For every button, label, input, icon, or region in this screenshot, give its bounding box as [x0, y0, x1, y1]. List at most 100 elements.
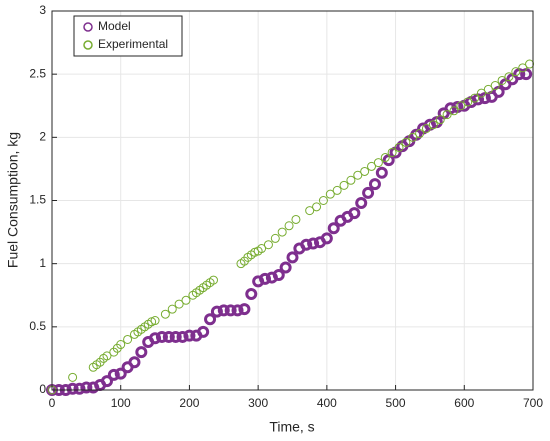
x-tick-label: 100 — [111, 396, 131, 410]
data-point — [442, 110, 452, 120]
data-point — [114, 367, 127, 380]
data-point — [102, 351, 112, 361]
x-tick-label: 400 — [317, 396, 337, 410]
data-point — [107, 368, 120, 381]
data-point — [504, 72, 514, 82]
data-point — [135, 346, 148, 359]
data-point — [373, 158, 383, 168]
data-point — [463, 97, 473, 107]
data-point — [181, 295, 191, 305]
data-point — [208, 275, 218, 285]
data-point — [279, 261, 292, 274]
data-point — [497, 75, 507, 85]
data-point — [174, 299, 184, 309]
data-point — [339, 180, 349, 190]
y-tick-label: 0 — [39, 382, 46, 396]
x-tick-label: 700 — [523, 396, 543, 410]
data-point — [476, 88, 486, 98]
data-point — [346, 175, 356, 185]
data-point — [394, 142, 404, 152]
data-point — [176, 330, 189, 343]
data-point — [197, 325, 210, 338]
data-point — [80, 381, 93, 394]
data-point — [277, 227, 287, 237]
data-point — [245, 287, 258, 300]
data-point — [435, 115, 445, 125]
y-tick-label: 0.5 — [29, 319, 46, 333]
data-point — [348, 207, 361, 220]
data-point — [518, 63, 528, 73]
y-axis-label: Fuel Consumption, kg — [5, 132, 21, 268]
data-point — [204, 313, 217, 326]
data-point — [353, 170, 363, 180]
data-point — [160, 309, 170, 319]
data-point — [367, 161, 377, 171]
data-point — [167, 304, 177, 314]
data-point — [355, 197, 368, 210]
legend-box — [73, 15, 183, 57]
data-point — [116, 340, 126, 350]
legend-marker — [83, 40, 93, 50]
data-point — [478, 92, 491, 105]
data-point — [100, 375, 113, 388]
data-point — [421, 123, 431, 133]
data-point — [123, 334, 133, 344]
x-tick-label: 0 — [49, 396, 56, 410]
x-tick-label: 600 — [454, 396, 474, 410]
data-point — [224, 304, 237, 317]
data-point — [401, 137, 411, 147]
data-point — [183, 329, 196, 342]
data-point — [263, 240, 273, 250]
data-point — [483, 84, 493, 94]
x-tick-label: 200 — [179, 396, 199, 410]
data-point — [169, 330, 182, 343]
y-tick-label: 3 — [39, 3, 46, 17]
y-tick-label: 1 — [39, 256, 46, 270]
y-tick-label: 2.5 — [29, 66, 46, 80]
data-point — [490, 81, 500, 91]
data-point — [150, 316, 160, 326]
x-axis-label: Time, s — [269, 419, 314, 435]
data-point — [270, 233, 280, 243]
data-point — [428, 120, 438, 130]
data-point — [325, 189, 335, 199]
data-point — [332, 185, 342, 195]
y-tick-label: 1.5 — [29, 193, 46, 207]
data-point — [257, 244, 267, 254]
data-point — [389, 146, 402, 159]
x-tick-label: 500 — [386, 396, 406, 410]
data-point — [380, 153, 390, 163]
data-point — [66, 382, 79, 395]
data-point — [149, 332, 162, 345]
data-point — [375, 166, 388, 179]
data-point — [318, 196, 328, 205]
data-point — [305, 206, 315, 216]
data-point — [327, 222, 340, 235]
data-point — [387, 147, 397, 157]
data-point — [415, 129, 425, 139]
data-point — [312, 202, 322, 212]
data-point — [470, 93, 480, 103]
data-point — [307, 237, 320, 250]
data-point — [238, 303, 251, 316]
data-point — [272, 269, 285, 282]
data-point — [128, 356, 141, 369]
data-point — [449, 106, 459, 116]
data-point — [259, 272, 272, 285]
data-point — [68, 372, 78, 382]
data-point — [284, 221, 294, 231]
data-point — [162, 330, 175, 343]
legend-marker — [83, 22, 93, 32]
x-tick-label: 300 — [248, 396, 268, 410]
data-point — [362, 186, 375, 199]
data-point — [286, 251, 299, 264]
data-point — [511, 67, 521, 77]
data-point — [231, 304, 244, 317]
data-point — [73, 382, 86, 395]
data-point — [320, 232, 333, 245]
data-point — [360, 166, 370, 176]
legend-label: Model — [98, 19, 131, 33]
data-point — [408, 132, 418, 142]
data-point — [217, 304, 230, 317]
